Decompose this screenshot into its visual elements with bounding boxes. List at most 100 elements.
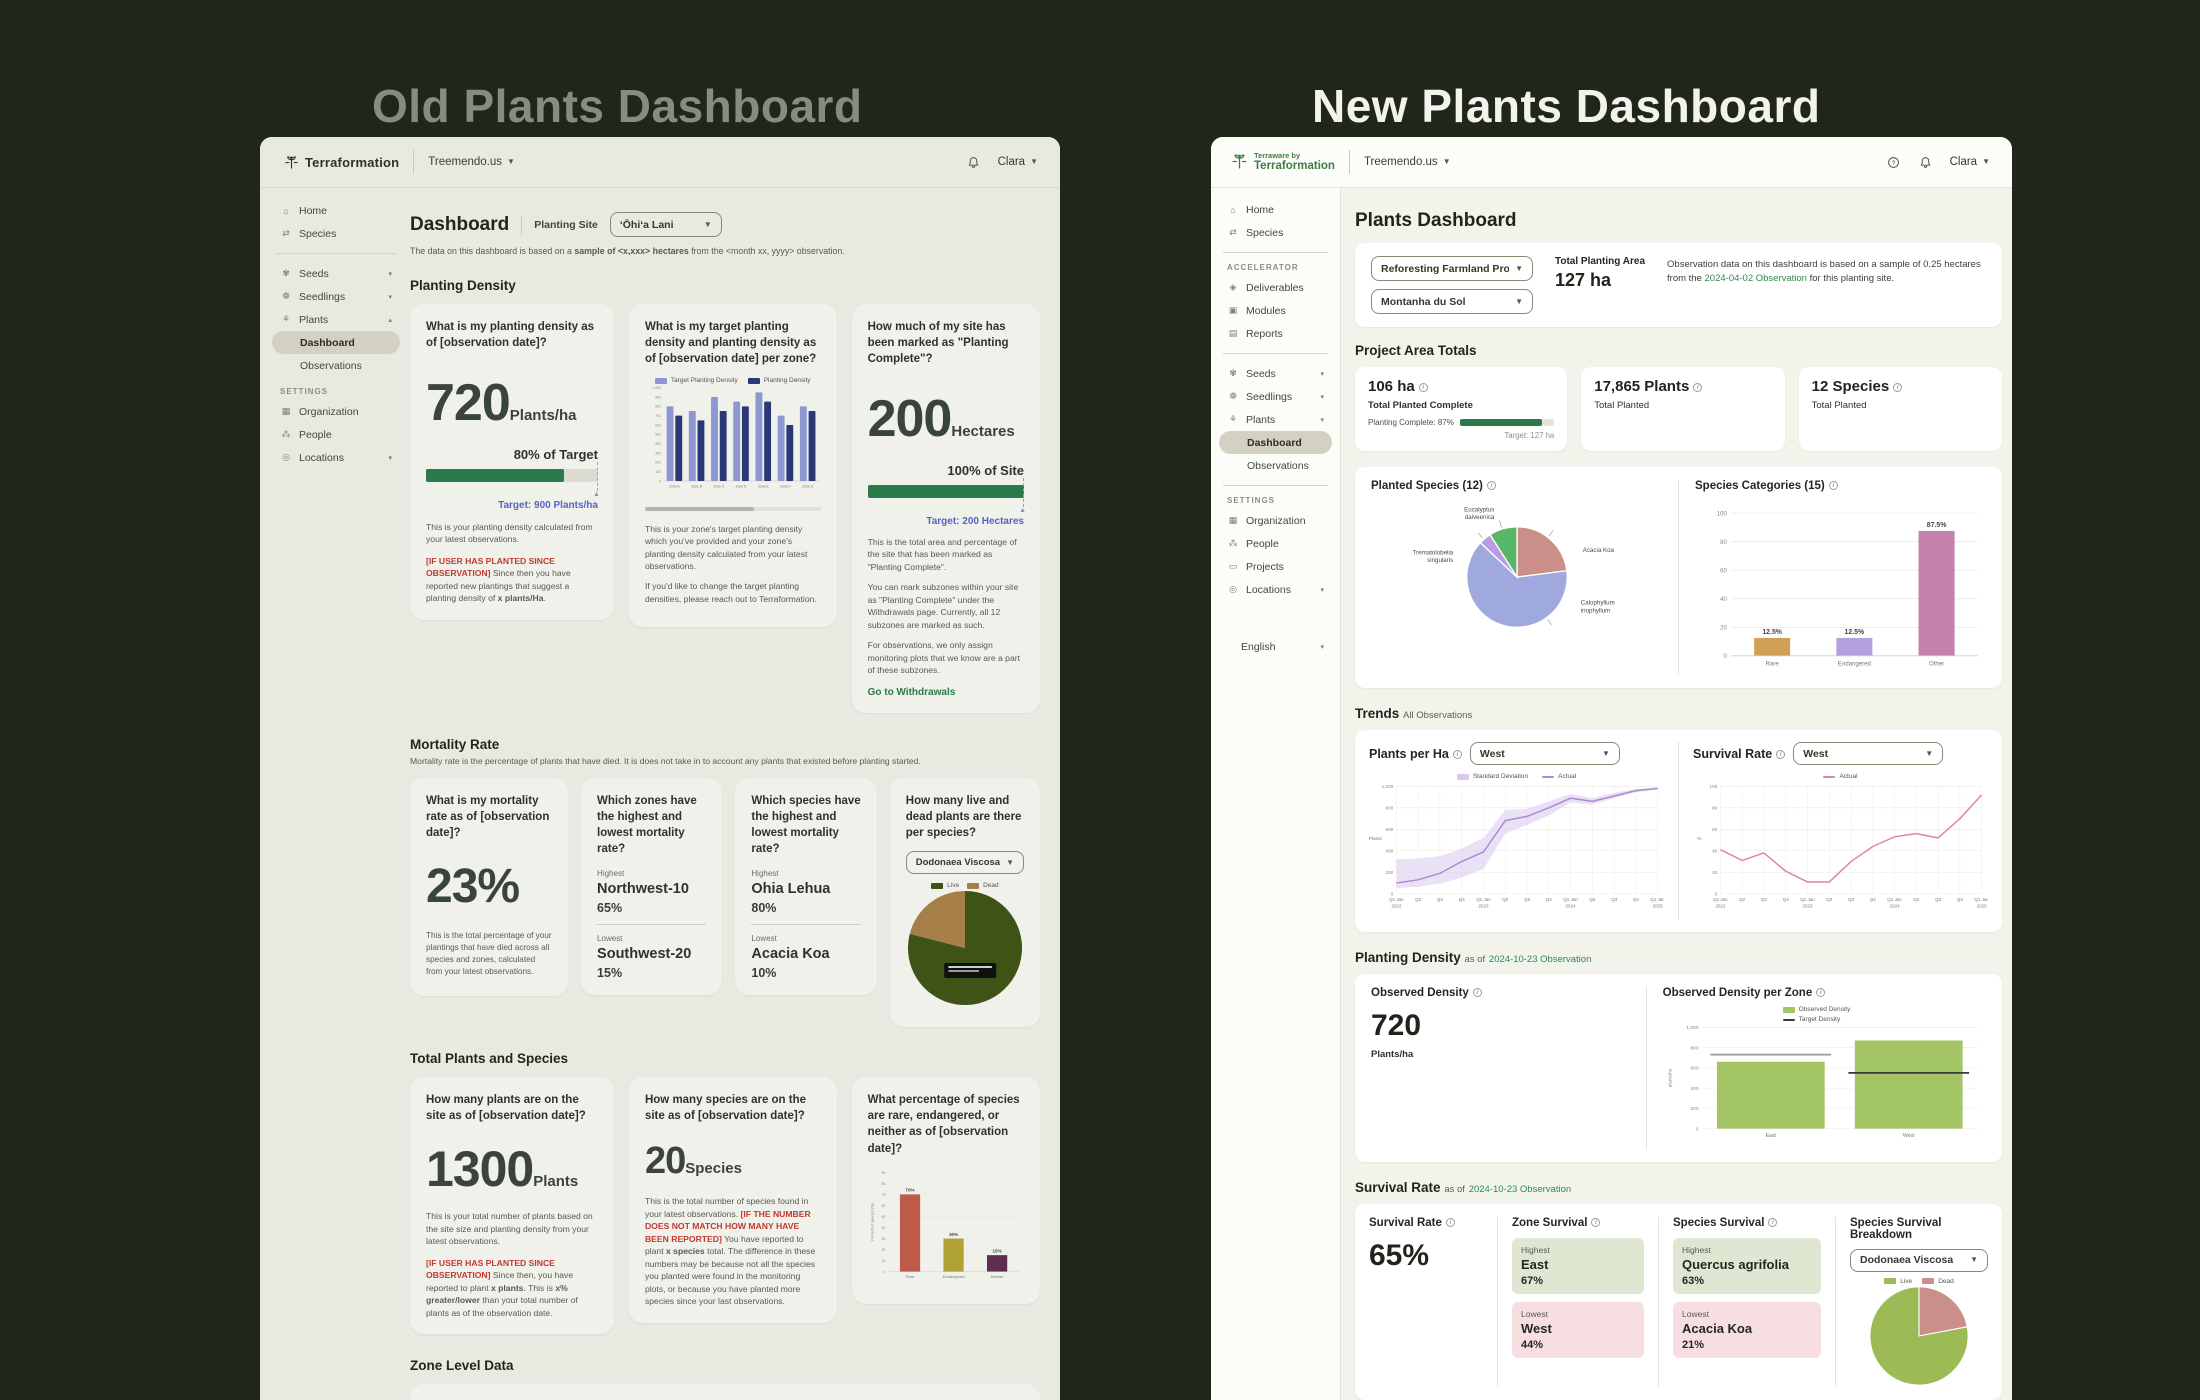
svg-text:400: 400 bbox=[1386, 849, 1394, 854]
survival-rate-zone-select[interactable]: West ▼ bbox=[1793, 742, 1944, 766]
sidebar-item-seeds[interactable]: ✾ Seeds ▾ bbox=[1219, 362, 1332, 385]
language-select[interactable]: English ▾ bbox=[1219, 635, 1332, 658]
svg-text:Calophyllum: Calophyllum bbox=[1580, 600, 1614, 607]
sidebar-item-plants[interactable]: ⚘ Plants ▾ bbox=[1219, 408, 1332, 431]
info-icon[interactable]: i bbox=[1776, 749, 1786, 759]
chevron-down-icon: ▼ bbox=[1601, 748, 1610, 758]
org-switcher[interactable]: Treemendo.us ▼ bbox=[1363, 156, 1451, 168]
sidebar-item-home[interactable]: ⌂ Home bbox=[1219, 198, 1332, 221]
sidebar-item-people[interactable]: ⁂ People bbox=[1219, 532, 1332, 555]
breakdown-species-select[interactable]: Dodonaea Viscosa ▼ bbox=[1850, 1248, 1988, 1272]
svg-text:%: % bbox=[1697, 836, 1702, 842]
sidebar-item-locations[interactable]: ◎ Locations ▾ bbox=[272, 446, 400, 469]
info-icon[interactable]: i bbox=[1486, 481, 1496, 490]
old-dashboard-title: Old Plants Dashboard bbox=[372, 79, 863, 132]
seedling-icon: ❁ bbox=[1229, 391, 1237, 401]
trends-heading: Trends All Observations bbox=[1355, 706, 1473, 722]
sidebar-item-reports[interactable]: ▤ Reports bbox=[1219, 322, 1332, 345]
sidebar-item-seedlings[interactable]: ❁ Seedlings ▾ bbox=[272, 285, 400, 308]
svg-text:100: 100 bbox=[1717, 510, 1728, 517]
sidebar-item-species[interactable]: ⇄ Species bbox=[1219, 221, 1332, 244]
svg-text:87.5%: 87.5% bbox=[1927, 522, 1947, 529]
sidebar-item-seedlings[interactable]: ❁ Seedlings ▾ bbox=[1219, 385, 1332, 408]
sidebar-item-deliverables[interactable]: ◈ Deliverables bbox=[1219, 276, 1332, 299]
info-icon[interactable]: i bbox=[1816, 988, 1826, 998]
info-icon[interactable]: i bbox=[1418, 383, 1428, 392]
bell-icon[interactable] bbox=[966, 154, 982, 170]
modules-icon: ▣ bbox=[1228, 305, 1238, 315]
chart-scrollbar[interactable] bbox=[644, 506, 821, 511]
sidebar-item-species[interactable]: ⇄ Species bbox=[272, 222, 400, 245]
sidebar-item-label: Dashboard bbox=[300, 336, 355, 349]
survival-observation-link[interactable]: 2024-10-23 Observation bbox=[1468, 1183, 1572, 1195]
sidebar-item-plants[interactable]: ⚘ Plants ▴ bbox=[272, 308, 400, 331]
info-icon[interactable]: i bbox=[1893, 383, 1903, 392]
brand-text: Terraformation bbox=[305, 154, 400, 170]
home-icon: ⌂ bbox=[1230, 204, 1236, 215]
svg-text:20: 20 bbox=[881, 1248, 885, 1252]
svg-text:Q4: Q4 bbox=[1633, 897, 1640, 902]
old-logo[interactable]: Terraformation bbox=[260, 155, 399, 170]
svg-text:Q4: Q4 bbox=[1957, 897, 1964, 902]
sidebar-divider bbox=[1223, 485, 1328, 486]
sidebar-item-people[interactable]: ⁂ People bbox=[272, 423, 400, 446]
info-icon[interactable]: i bbox=[1828, 481, 1838, 490]
go-to-withdrawals-link[interactable]: Go to Withdrawals bbox=[867, 686, 956, 698]
svg-text:200: 200 bbox=[655, 461, 661, 465]
scrollbar-thumb[interactable] bbox=[644, 506, 754, 511]
info-icon[interactable]: i bbox=[1472, 988, 1482, 998]
org-switcher[interactable]: Treemendo.us ▼ bbox=[428, 156, 515, 168]
mortality-rate-card: What is my mortality rate as of [observa… bbox=[410, 778, 569, 997]
site-select[interactable]: Montanha du Sol ▼ bbox=[1371, 289, 1533, 314]
sidebar-item-observations[interactable]: Observations bbox=[272, 354, 400, 377]
sidebar-item-projects[interactable]: ▭ Projects bbox=[1219, 555, 1332, 578]
info-icon[interactable]: i bbox=[1452, 749, 1462, 759]
live-dead-card: How many live and dead plants are there … bbox=[889, 778, 1040, 1028]
project-select[interactable]: Reforesting Farmland Project▼ bbox=[1371, 256, 1533, 281]
info-icon[interactable]: i bbox=[1591, 1217, 1601, 1227]
species-icon: ⇄ bbox=[1229, 227, 1237, 237]
user-menu[interactable]: Clara ▼ bbox=[1949, 156, 1990, 168]
survival-card: Survival Rate i 65% Zone Survival i Highes… bbox=[1355, 1203, 2002, 1400]
info-icon[interactable]: i bbox=[1445, 1217, 1455, 1227]
planting-site-select[interactable]: ʻŌhiʻa Lani ▼ bbox=[609, 212, 722, 237]
info-icon[interactable]: i bbox=[1693, 383, 1703, 392]
svg-text:0: 0 bbox=[1715, 892, 1718, 897]
help-icon[interactable]: ? bbox=[1886, 154, 1902, 170]
sidebar-item-organization[interactable]: ▦ Organization bbox=[1219, 509, 1332, 532]
plants-per-ha-zone-select[interactable]: West ▼ bbox=[1469, 742, 1620, 766]
svg-text:0: 0 bbox=[659, 479, 661, 483]
sidebar-item-locations[interactable]: ◎ Locations ▾ bbox=[1219, 578, 1332, 601]
sidebar-item-seeds[interactable]: ✾ Seeds ▾ bbox=[272, 262, 400, 285]
planting-complete-card: How much of my site has been marked as "… bbox=[851, 303, 1040, 713]
sidebar-item-label: Home bbox=[1246, 203, 1275, 216]
svg-text:Q3: Q3 bbox=[1761, 897, 1768, 902]
sidebar-item-dashboard[interactable]: Dashboard bbox=[1219, 431, 1332, 454]
svg-text:Trematolobelia: Trematolobelia bbox=[1412, 549, 1453, 556]
info-icon[interactable]: i bbox=[1768, 1217, 1778, 1227]
svg-text:70%: 70% bbox=[905, 1187, 914, 1192]
sidebar-item-dashboard[interactable]: Dashboard bbox=[272, 331, 400, 354]
sidebar-item-modules[interactable]: ▣ Modules bbox=[1219, 299, 1332, 322]
svg-text:90: 90 bbox=[881, 1171, 885, 1175]
chevron-down-icon: ▼ bbox=[1515, 263, 1523, 273]
species-select[interactable]: Dodonaea Viscosa ▼ bbox=[905, 851, 1024, 875]
stat-label: Total Planted bbox=[1811, 400, 1867, 411]
bell-icon[interactable] bbox=[1918, 154, 1934, 170]
sidebar-item-organization[interactable]: ▦ Organization bbox=[272, 400, 400, 423]
density-observation-link[interactable]: 2024-10-23 Observation bbox=[1488, 954, 1592, 966]
user-menu[interactable]: Clara ▼ bbox=[997, 156, 1038, 168]
sidebar-item-home[interactable]: ⌂ Home bbox=[272, 199, 400, 222]
svg-text:Zone A: Zone A bbox=[669, 484, 680, 488]
survival-trend-chart: 0 20 40 60 80 100 Q1 Jan 2022 Q2 Q3 Q4 Q1 Jan 2023 Q2… bbox=[1693, 780, 1989, 920]
sidebar-item-observations[interactable]: Observations bbox=[1219, 454, 1332, 477]
svg-text:Q2: Q2 bbox=[1826, 897, 1833, 902]
observation-link[interactable]: 2024-04-02 Observation bbox=[1704, 273, 1807, 285]
zone-survival-highest: Highest East 67% bbox=[1512, 1237, 1644, 1294]
svg-text:singularis: singularis bbox=[1427, 557, 1453, 564]
density-legend: Observed Density Target Density bbox=[1782, 1006, 1986, 1023]
svg-text:Zone G: Zone G bbox=[802, 484, 813, 488]
lowest-species: Acacia Koa bbox=[751, 946, 830, 963]
svg-text:2023: 2023 bbox=[1478, 904, 1489, 909]
terraware-logo[interactable]: Terraware by Terraformation bbox=[1211, 151, 1335, 173]
